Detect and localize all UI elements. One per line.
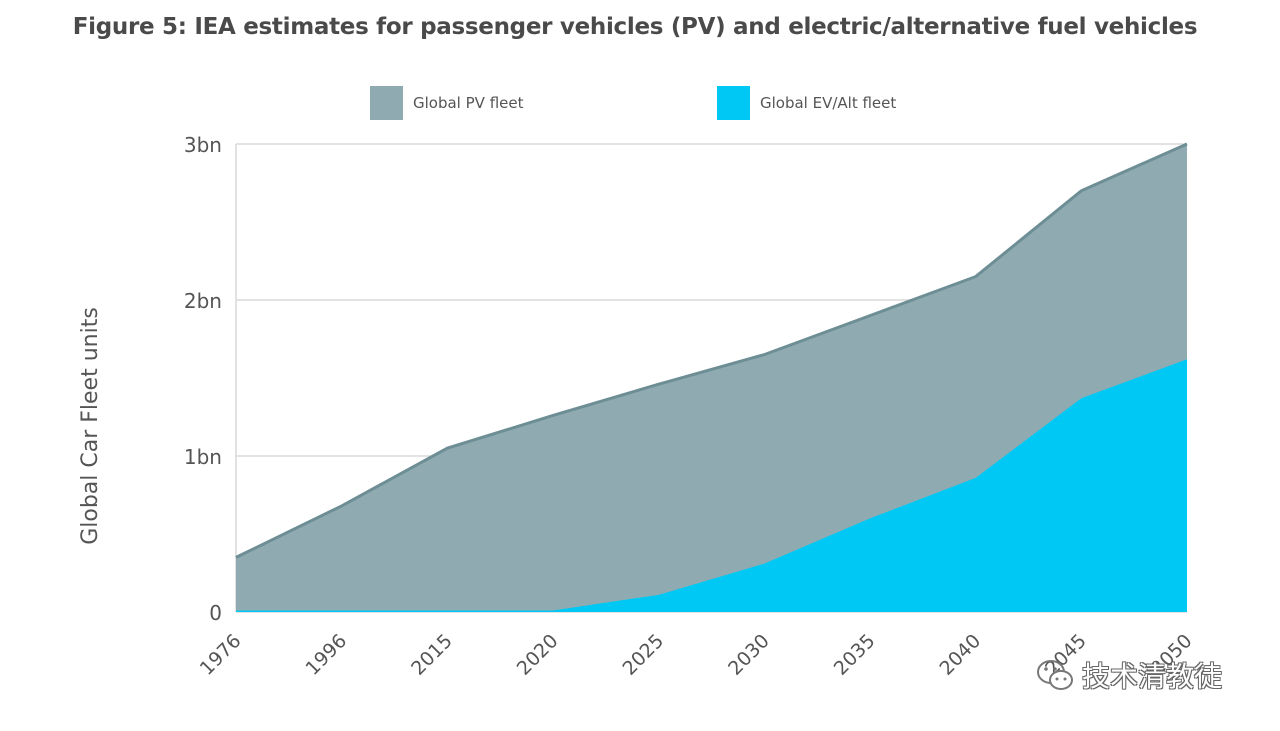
legend-label: Global PV fleet bbox=[413, 94, 524, 112]
watermark: 技术清教徒 bbox=[1036, 655, 1222, 695]
x-tick-label: 2030 bbox=[724, 630, 774, 680]
legend: Global PV fleet Global EV/Alt fleet bbox=[370, 86, 896, 120]
y-axis-label: Global Car Fleet units bbox=[78, 307, 103, 545]
y-axis-ticks: 0 1bn 2bn 3bn bbox=[184, 133, 222, 625]
y-tick-label: 3bn bbox=[184, 133, 222, 157]
watermark-text: 技术清教徒 bbox=[1082, 660, 1223, 693]
x-tick-label: 2035 bbox=[830, 630, 880, 680]
y-tick-label: 1bn bbox=[184, 445, 222, 469]
x-tick-label: 2040 bbox=[935, 630, 985, 680]
x-tick-label: 1996 bbox=[301, 630, 351, 680]
area-series bbox=[235, 142, 1188, 612]
chart-title: Figure 5: IEA estimates for passenger ve… bbox=[72, 14, 1198, 40]
y-tick-label: 0 bbox=[209, 601, 222, 625]
y-tick-label: 2bn bbox=[184, 289, 222, 313]
legend-swatch bbox=[717, 86, 750, 120]
area-ev-alt-fleet bbox=[236, 359, 1187, 612]
x-tick-label: 2015 bbox=[407, 630, 457, 680]
x-tick-label: 1976 bbox=[196, 630, 246, 680]
x-tick-label: 2020 bbox=[513, 630, 563, 680]
x-tick-label: 2025 bbox=[618, 630, 668, 680]
pv-fleet-line bbox=[235, 142, 1188, 559]
legend-label: Global EV/Alt fleet bbox=[760, 94, 896, 112]
legend-swatch bbox=[370, 86, 403, 120]
wechat-icon bbox=[1037, 660, 1073, 690]
